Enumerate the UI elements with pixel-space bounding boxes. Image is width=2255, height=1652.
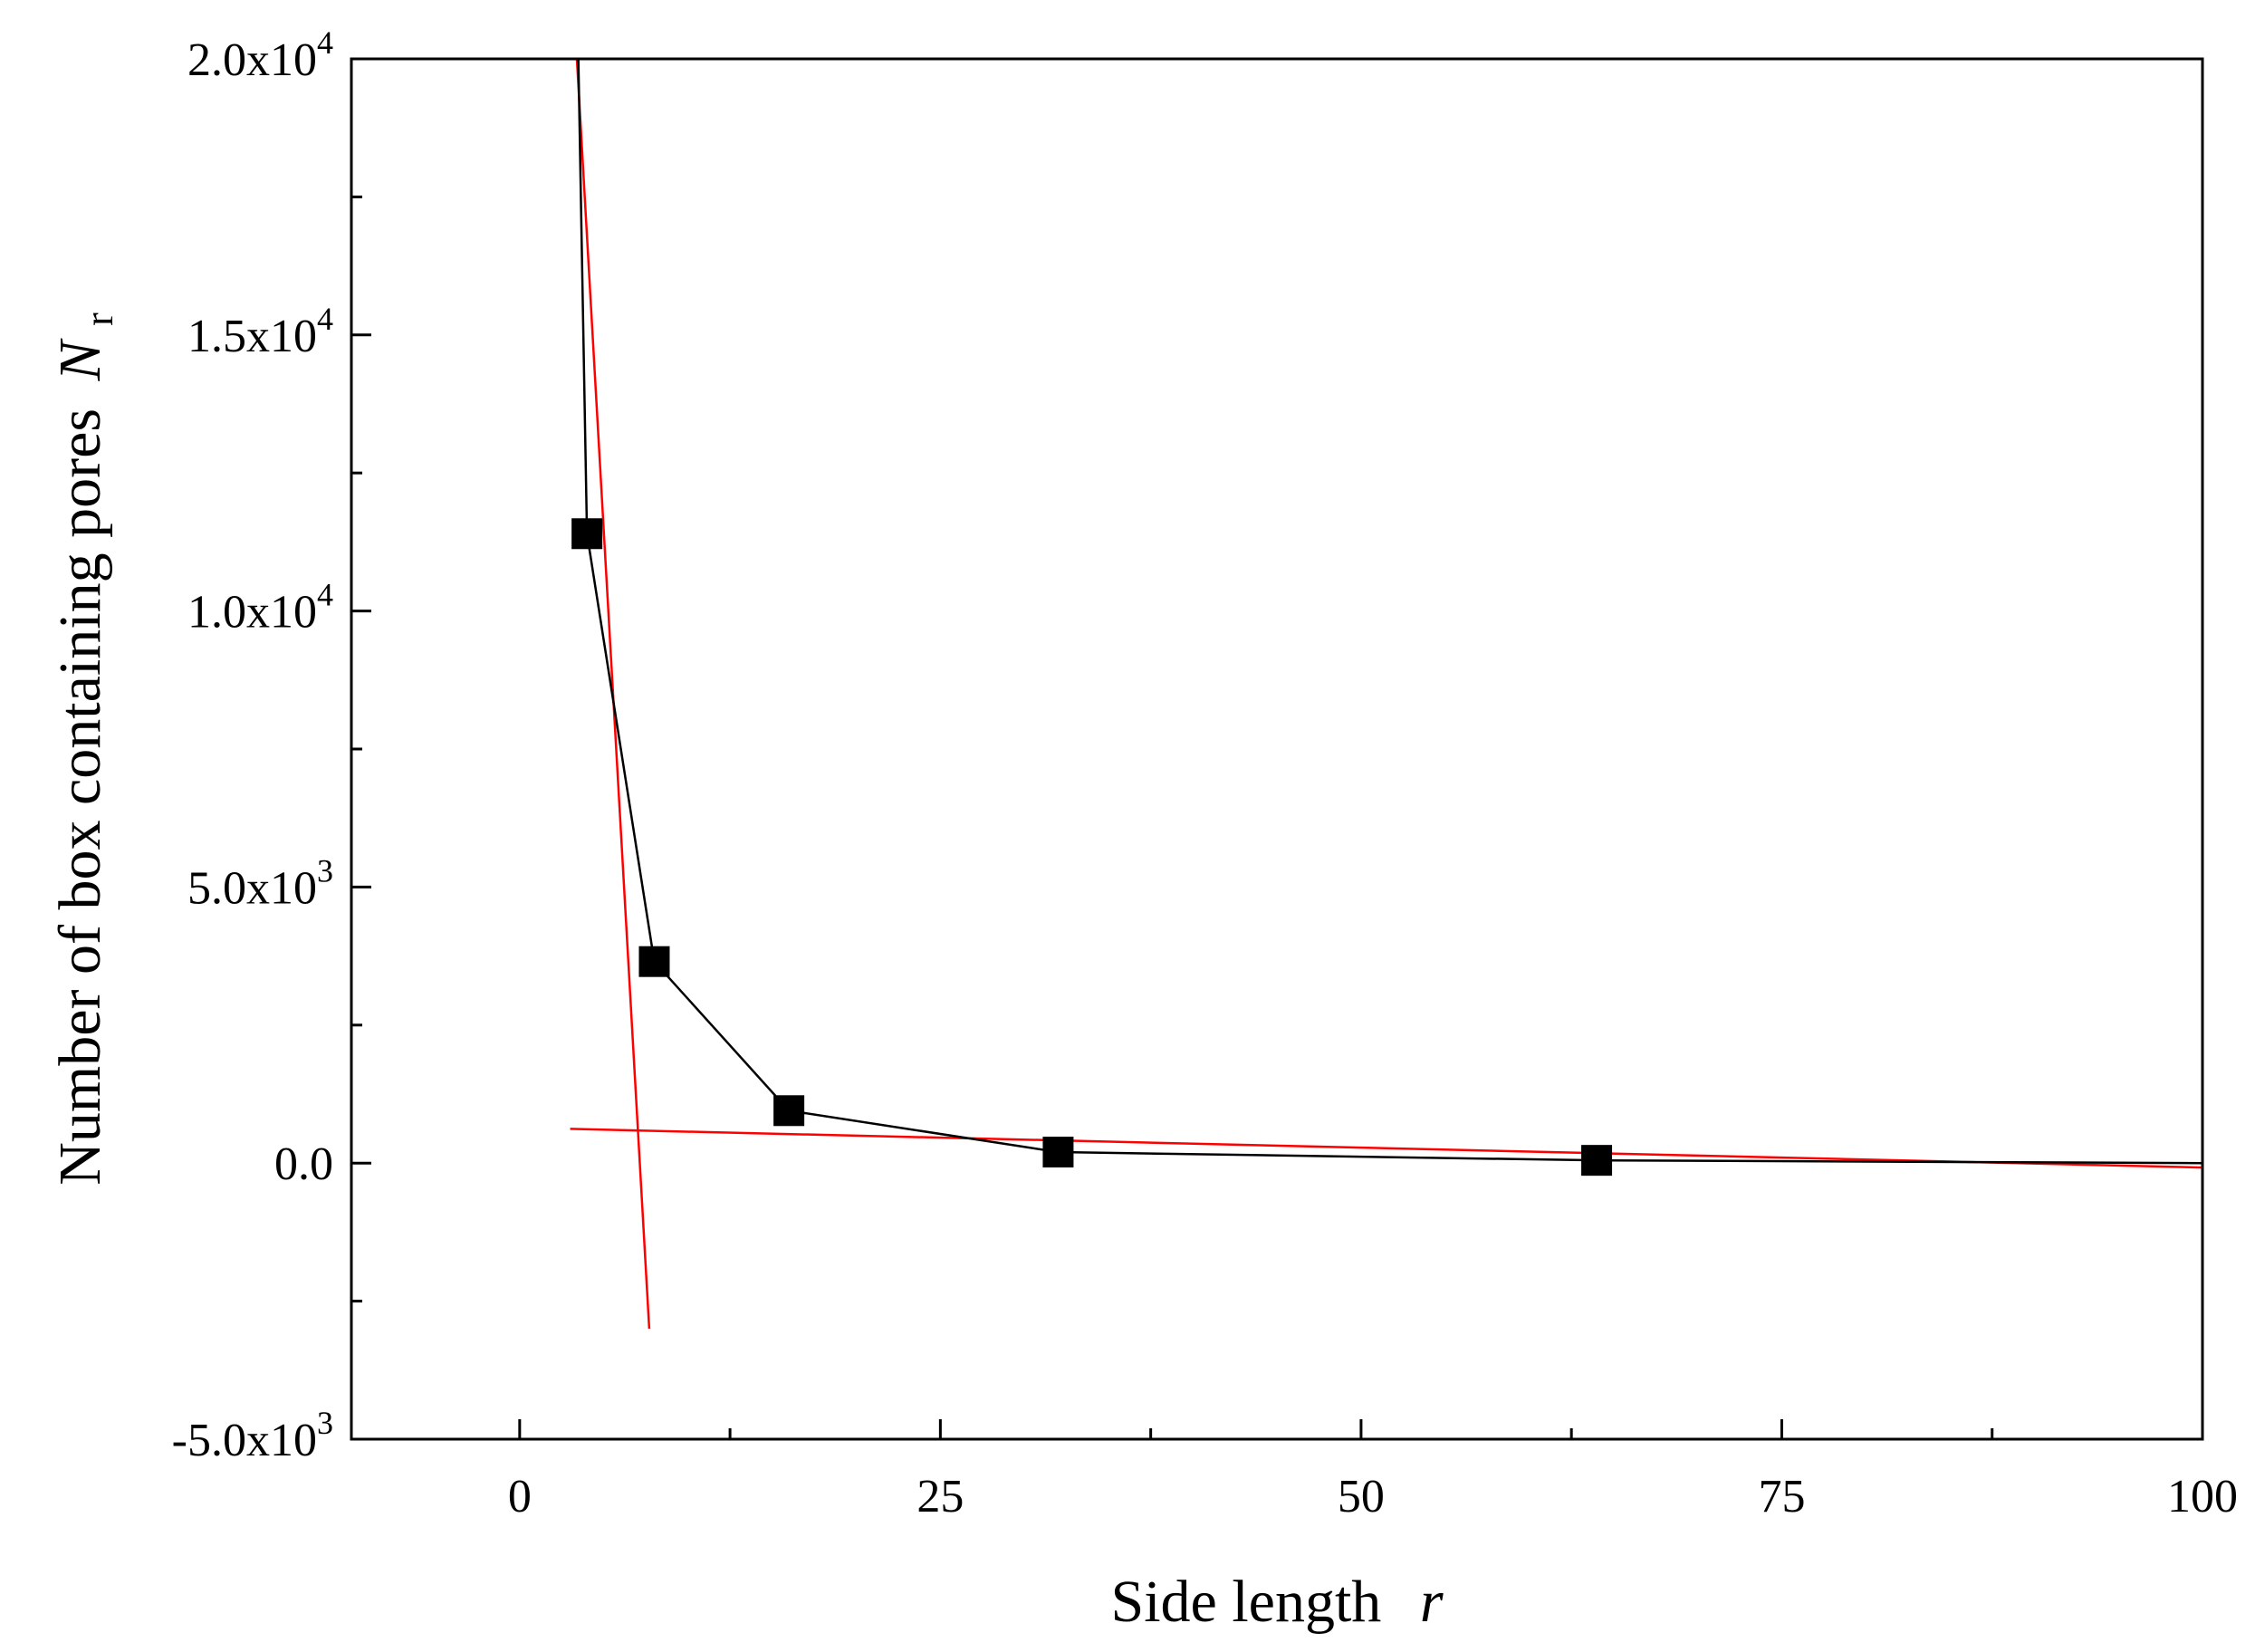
y-tick-mantissa: 5.0x10 [187, 862, 317, 914]
y-tick-label: 2.0x104 [187, 24, 333, 86]
x-tick-label: 100 [2167, 1471, 2238, 1522]
x-axis-variable: r [1420, 1569, 1444, 1635]
x-axis-label: Side length [1111, 1569, 1382, 1635]
y-axis-label: Number of box containing pores [47, 408, 113, 1186]
y-tick-exponent: 3 [317, 852, 333, 888]
y-tick-exponent: 3 [317, 1405, 333, 1441]
y-tick-exponent: 4 [317, 24, 333, 61]
y-tick-exponent: 4 [317, 577, 333, 613]
x-tick-label: 25 [916, 1471, 964, 1522]
y-axis-variable: N [47, 337, 113, 381]
y-tick-mantissa: 0.0 [274, 1138, 333, 1190]
y-tick-mantissa: 2.0x10 [187, 34, 317, 86]
y-tick-label: -5.0x103 [172, 1405, 333, 1466]
data-point [638, 946, 670, 977]
x-axis: 0 25 50 75 100 [508, 1419, 2238, 1522]
x-tick-label: 0 [508, 1471, 532, 1522]
y-tick-mantissa: 1.5x10 [187, 311, 317, 362]
x-axis-title: Side length r [1111, 1569, 1444, 1635]
x-tick-label: 75 [1758, 1471, 1805, 1522]
data-point [1581, 1145, 1613, 1177]
data-point [1042, 1137, 1074, 1168]
y-axis-title: Number of box containing pores N r [47, 312, 121, 1186]
y-tick-label: 5.0x103 [187, 852, 333, 914]
data-point [773, 1095, 805, 1127]
y-tick-mantissa: 1.0x10 [187, 587, 317, 639]
plot-frame [350, 57, 2204, 1441]
y-tick-label: 1.0x104 [187, 577, 333, 639]
data-point [571, 518, 603, 550]
series-line [577, 59, 2202, 1165]
fit-lines [570, 59, 2202, 1330]
y-tick-label: 0.0 [274, 1138, 333, 1190]
y-tick-mantissa: -5.0x10 [172, 1415, 317, 1466]
y-tick-label: 1.5x104 [187, 301, 333, 362]
y-tick-exponent: 4 [317, 301, 333, 337]
data-series [571, 59, 2202, 1177]
x-tick-label: 50 [1338, 1471, 1385, 1522]
y-axis-subscript: r [77, 312, 121, 326]
